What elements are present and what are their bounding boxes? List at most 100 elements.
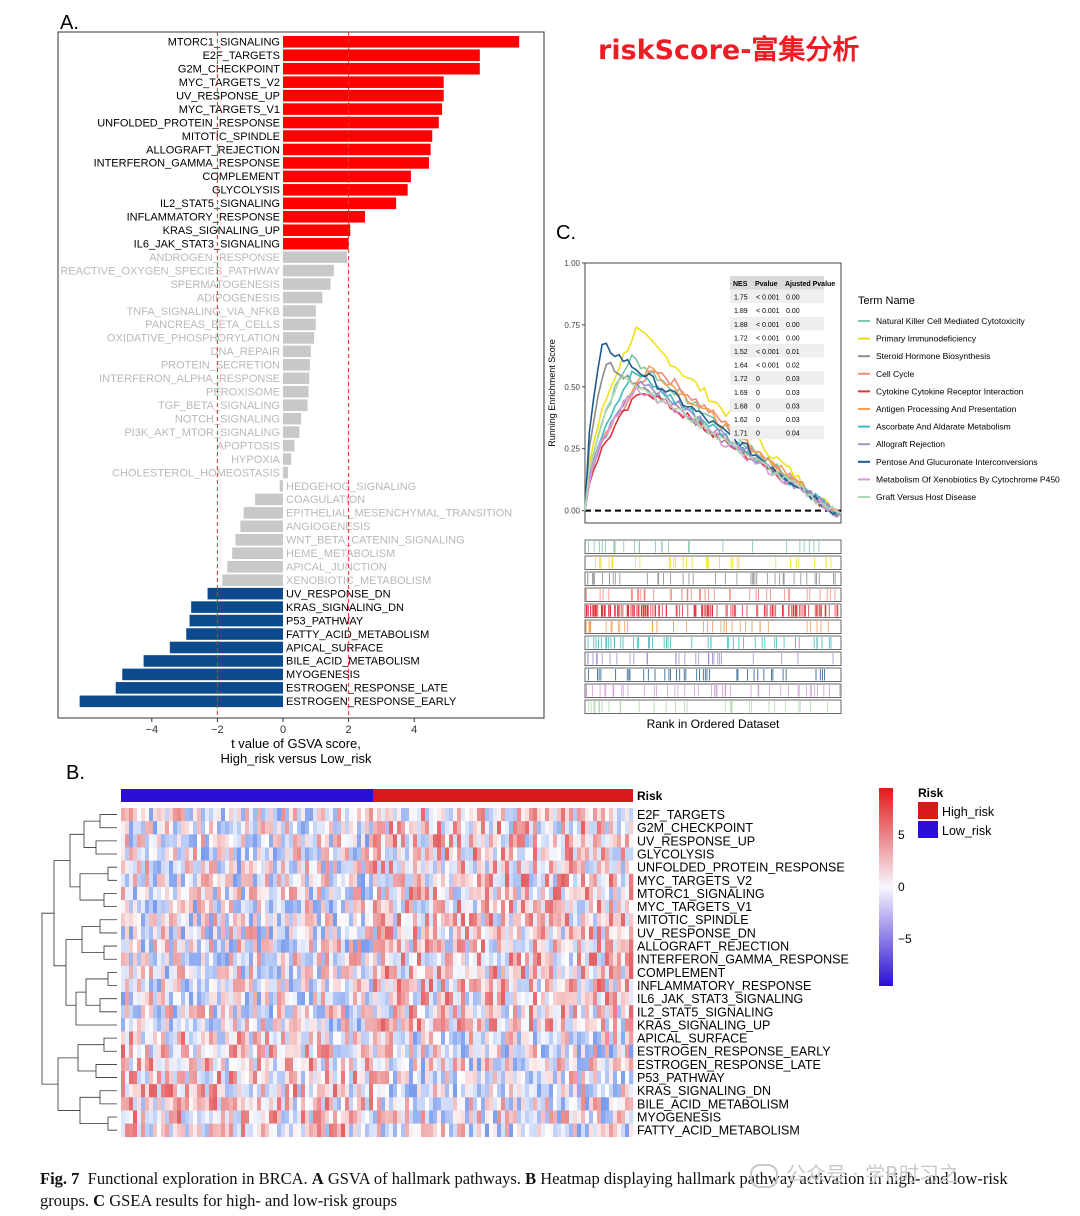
heatmap-cell	[609, 886, 614, 901]
heatmap-cell	[553, 952, 558, 967]
heatmap-cell	[125, 992, 130, 1006]
heatmap-cell	[269, 847, 274, 861]
heatmap-cell	[405, 1005, 410, 1019]
heatmap-cell	[521, 939, 526, 953]
legend-label: Antigen Processing And Presentation	[876, 404, 1017, 414]
heatmap-cell	[365, 978, 370, 993]
heatmap-cell	[553, 1031, 558, 1045]
heatmap-cell	[521, 886, 526, 901]
heatmap-cell	[413, 860, 418, 875]
heatmap-cell	[213, 886, 218, 901]
heatmap-cell	[277, 1097, 282, 1111]
heatmap-cell	[605, 1018, 610, 1032]
heatmap-cell	[469, 952, 474, 967]
heatmap-cell	[577, 939, 582, 953]
heatmap-cell	[581, 913, 586, 927]
heatmap-cell	[173, 1031, 178, 1045]
heatmap-cell	[445, 873, 450, 888]
heatmap-cell	[349, 873, 354, 888]
heatmap-cell	[233, 847, 238, 861]
heatmap-cell	[569, 834, 574, 848]
heatmap-cell	[273, 1044, 278, 1059]
heatmap-cell	[621, 926, 626, 940]
heatmap-cell	[273, 1018, 278, 1032]
heatmap-cell	[581, 1057, 586, 1072]
heatmap-cell	[369, 965, 374, 980]
bar-label: PI3K_AKT_MTOR_SIGNALING	[124, 427, 280, 439]
heatmap-cell	[305, 965, 310, 980]
heatmap-cell	[529, 1123, 534, 1138]
heatmap-cell	[233, 834, 238, 848]
bar	[283, 76, 444, 88]
heatmap-cell	[329, 847, 334, 861]
heatmap-cell	[297, 873, 302, 888]
heatmap-cell	[517, 1071, 522, 1085]
heatmap-cell	[269, 1018, 274, 1032]
heatmap-cell	[621, 1031, 626, 1045]
heatmap-cell	[609, 939, 614, 953]
heatmap-cell	[213, 913, 218, 927]
heatmap-cell	[577, 1084, 582, 1098]
heatmap-cell	[425, 926, 430, 940]
heatmap-cell	[265, 913, 270, 927]
heatmap-cell	[137, 926, 142, 940]
heatmap-cell	[313, 1097, 318, 1111]
heatmap-cell	[629, 1110, 634, 1124]
heatmap-cell	[225, 926, 230, 940]
heatmap-cell	[617, 808, 622, 822]
heatmap-cell	[265, 1110, 270, 1124]
heatmap-cell	[189, 821, 194, 835]
heatmap-cell	[521, 821, 526, 835]
heatmap-cell	[577, 1071, 582, 1085]
heatmap-cell	[121, 834, 126, 848]
heatmap-cell	[561, 1084, 566, 1098]
heatmap-cell	[601, 1097, 606, 1111]
heatmap-cell	[493, 834, 498, 848]
heatmap-cell	[137, 1018, 142, 1032]
bar	[255, 493, 283, 506]
heatmap-cell	[557, 808, 562, 822]
heatmap-cell	[189, 860, 194, 875]
heatmap-cell	[237, 913, 242, 927]
heatmap-cell	[497, 1005, 502, 1019]
heatmap-cell	[269, 965, 274, 980]
heatmap-cell	[521, 913, 526, 927]
heatmap-cell	[497, 978, 502, 993]
heatmap-cell	[129, 873, 134, 888]
heatmap-cell	[413, 900, 418, 914]
heatmap-cell	[521, 1044, 526, 1059]
heatmap-cell	[493, 1044, 498, 1059]
heatmap-cell	[373, 939, 378, 953]
heatmap-cell	[449, 1005, 454, 1019]
heatmap-cell	[241, 860, 246, 875]
heatmap-cell	[549, 847, 554, 861]
heatmap-cell	[501, 1084, 506, 1098]
heatmap-cell	[505, 1084, 510, 1098]
heatmap-cell	[293, 847, 298, 861]
heatmap-cell	[533, 821, 538, 835]
heatmap-cell	[549, 834, 554, 848]
heatmap-cell	[449, 992, 454, 1006]
heatmap-cell	[401, 1044, 406, 1059]
heatmap-cell	[369, 1031, 374, 1045]
heatmap-cell	[625, 1097, 630, 1111]
heatmap-cell	[153, 1044, 158, 1059]
heatmap-cell	[569, 808, 574, 822]
heatmap-cell	[457, 1057, 462, 1072]
heatmap-cell	[457, 1071, 462, 1085]
heatmap-cell	[389, 1084, 394, 1098]
heatmap-cell	[593, 1031, 598, 1045]
heatmap-cell	[497, 1084, 502, 1098]
heatmap-cell	[581, 1110, 586, 1124]
heatmap-cell	[281, 952, 286, 967]
heatmap-cell	[609, 860, 614, 875]
heatmap-cell	[565, 1097, 570, 1111]
heatmap-cell	[525, 1031, 530, 1045]
rug-frame	[584, 651, 842, 667]
heatmap-cell	[457, 1031, 462, 1045]
heatmap-cell	[365, 1018, 370, 1032]
heatmap-cell	[589, 1097, 594, 1111]
heatmap-cell	[401, 821, 406, 835]
heatmap-cell	[341, 992, 346, 1006]
heatmap-cell	[593, 1044, 598, 1059]
